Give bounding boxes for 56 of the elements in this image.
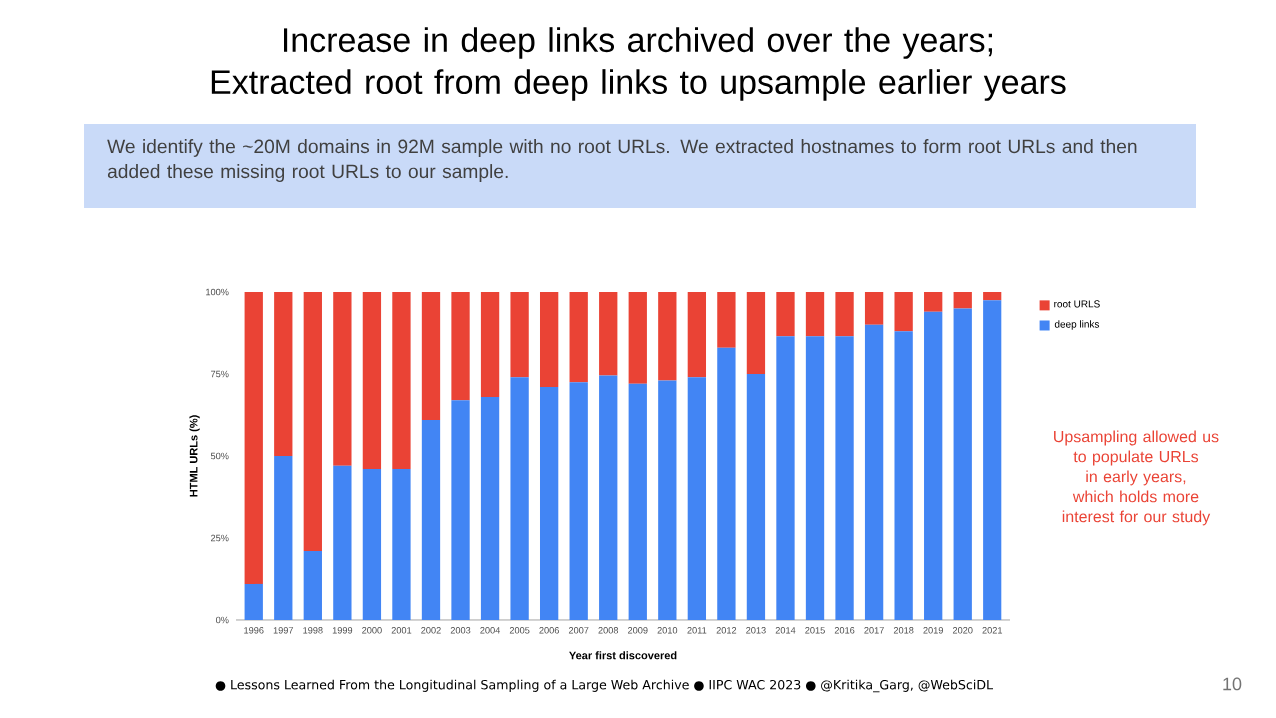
bar (805, 336, 825, 620)
bar (451, 400, 470, 620)
bar (392, 291, 411, 470)
bar (687, 291, 707, 378)
bar (421, 419, 441, 620)
bar (480, 291, 500, 397)
bar (362, 469, 382, 620)
bar (983, 291, 1002, 301)
bar (510, 291, 529, 378)
bar (805, 291, 825, 337)
bar (480, 396, 500, 620)
bar (540, 291, 559, 388)
text: Upsampling allowed us to populate URLs in early years, which holds more interest for our study (1054, 430, 1219, 526)
bar (746, 291, 766, 374)
bar (540, 387, 559, 620)
bar (274, 291, 293, 456)
chart-title: Increase in deep links archived over the years; Extracted root from deep links to upsample earlier years (211, 27, 1066, 101)
bar (658, 380, 677, 620)
bar (835, 291, 854, 337)
text: 10 (1223, 677, 1242, 691)
bar (924, 291, 943, 312)
bar (924, 311, 943, 620)
bar (510, 377, 529, 620)
bar (599, 375, 618, 620)
bar (392, 469, 411, 620)
bar (864, 324, 884, 620)
bar (599, 291, 618, 376)
bar (953, 308, 972, 620)
bar (746, 373, 766, 620)
bar (687, 377, 707, 620)
bar (835, 336, 854, 620)
bar (362, 291, 382, 470)
bar (658, 291, 677, 381)
chart-subtitle: We identify the ~20M domains in 92M sample with no root URLs. We extracted hostnames to form root URLs and then added these missing root URLs to our sample. (107, 139, 1137, 182)
bar (894, 331, 913, 620)
bar (776, 336, 795, 620)
bar (244, 583, 263, 620)
bar (303, 291, 322, 552)
bar (864, 291, 884, 325)
bar (244, 291, 263, 584)
bar (303, 551, 322, 620)
bar (333, 465, 352, 620)
bar (717, 291, 736, 348)
bar (569, 382, 588, 620)
bar (894, 291, 913, 332)
bar (421, 291, 441, 420)
bar (717, 347, 736, 620)
bar (776, 291, 795, 337)
bar (569, 291, 588, 383)
bar (333, 291, 352, 466)
bar (983, 300, 1002, 620)
bar (628, 383, 647, 620)
bar (628, 291, 647, 384)
bar (953, 291, 972, 309)
bar (274, 455, 293, 620)
bar (451, 291, 470, 401)
